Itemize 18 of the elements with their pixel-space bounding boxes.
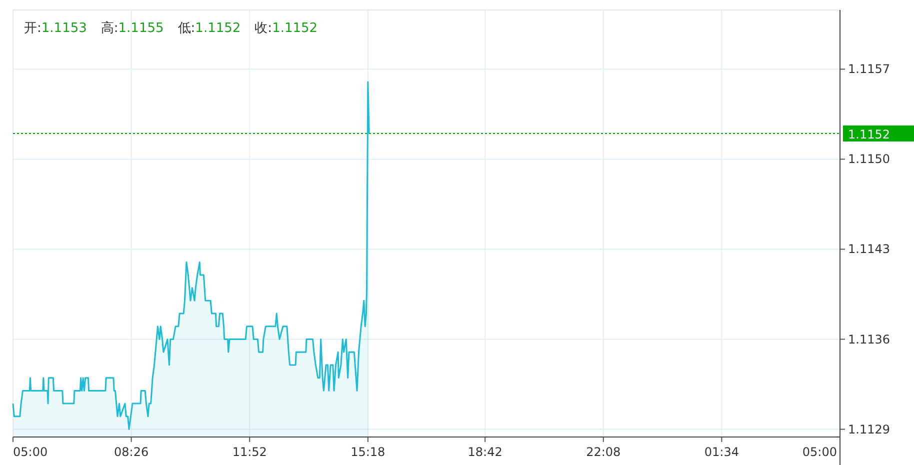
x-tick-label: 01:34 xyxy=(704,445,739,459)
x-tick-label: 18:42 xyxy=(468,445,502,459)
x-tick-label: 08:26 xyxy=(114,445,149,459)
annotation: 高:1.1155 xyxy=(100,20,164,36)
y-tick-label: 1.1150 xyxy=(848,152,890,166)
x-tick-label: 22:08 xyxy=(586,445,621,459)
y-tick-label: 1.1157 xyxy=(848,62,890,76)
x-tick-label: 05:00 xyxy=(13,445,48,459)
annotation: 低:1.1152 xyxy=(178,21,241,36)
annotation: 收:1.1152 xyxy=(254,21,318,36)
y-tick-label: 1.1136 xyxy=(848,332,890,346)
x-tick-label: 05:00 xyxy=(802,445,837,459)
y-tick-label: 1.1129 xyxy=(848,422,890,436)
ref-line-label: 1.1152 xyxy=(848,127,890,142)
annotation: 开:1.1153 xyxy=(24,21,87,36)
x-tick-label: 11:52 xyxy=(232,445,267,459)
x-tick-label: 15:18 xyxy=(350,445,386,459)
y-tick-label: 1.1143 xyxy=(848,242,890,256)
